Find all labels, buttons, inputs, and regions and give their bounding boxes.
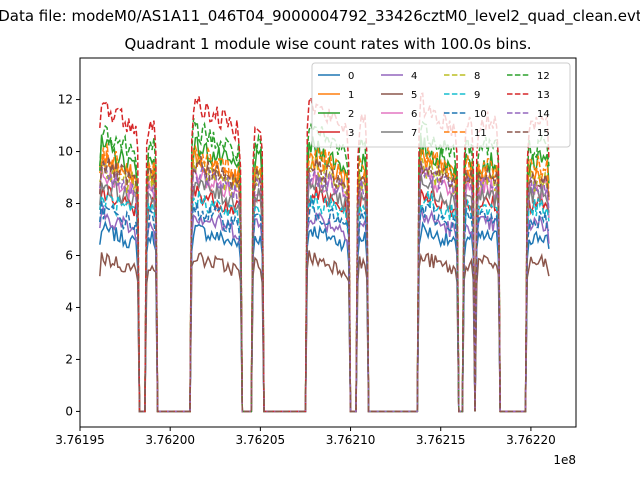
x-tick-label: 3.76210: [326, 433, 376, 447]
x-tick-label: 3.76215: [416, 433, 466, 447]
series-line-5: [99, 250, 550, 413]
chart-title: Quadrant 1 module wise count rates with …: [124, 35, 532, 53]
legend-label: 13: [537, 90, 550, 101]
x-tick-label: 3.76200: [145, 433, 195, 447]
x-tick-label: 3.76220: [506, 433, 556, 447]
y-tick-label: 6: [65, 248, 73, 262]
y-axis-ticks: 0 2 4 6 8 10 12: [58, 93, 80, 418]
y-tick-label: 2: [65, 352, 73, 366]
legend-label: 8: [474, 71, 480, 82]
legend-label: 3: [348, 128, 354, 139]
axes-frame: [79, 57, 577, 428]
x-axis-offset-label: 1e8: [553, 453, 576, 467]
legend-frame: [311, 62, 571, 148]
figure-suptitle: Data file: modeM0/AS1A11_046T04_90000047…: [0, 7, 640, 25]
legend-label: 0: [348, 71, 354, 82]
legend-label: 4: [411, 71, 417, 82]
x-tick-label: 3.76205: [236, 433, 286, 447]
series-line-0: [99, 220, 550, 413]
legend-label: 11: [474, 128, 487, 139]
legend-label: 15: [537, 128, 550, 139]
legend-label: 12: [537, 71, 550, 82]
y-tick-label: 12: [58, 93, 73, 107]
series-lines: [99, 92, 550, 413]
series-line-3: [99, 185, 550, 413]
x-axis-ticks: 3.76195 3.76200 3.76205 3.76210 3.76215 3.762…: [55, 427, 556, 447]
x-tick-label: 3.76195: [55, 433, 105, 447]
y-tick-label: 10: [58, 145, 73, 159]
legend-label: 7: [411, 128, 417, 139]
legend-label: 9: [474, 90, 480, 101]
series-line-4: [99, 204, 550, 413]
y-tick-label: 8: [65, 197, 73, 211]
series-line-15: [99, 155, 550, 413]
y-tick-label: 0: [65, 404, 73, 418]
legend-label: 5: [411, 90, 417, 101]
legend-label: 1: [348, 90, 354, 101]
legend-label: 14: [537, 109, 550, 120]
legend-label: 10: [474, 109, 487, 120]
y-tick-label: 4: [65, 300, 73, 314]
legend-label: 2: [348, 109, 354, 120]
legend-label: 6: [411, 109, 417, 120]
